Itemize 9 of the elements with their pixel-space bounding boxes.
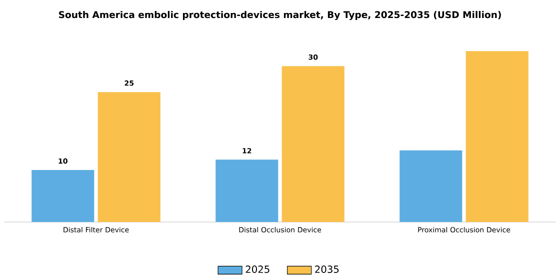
bar [32, 170, 94, 222]
bar [216, 160, 278, 222]
bar [400, 150, 462, 222]
legend-label: 2025 [246, 266, 270, 273]
chart-title: South America embolic protection-devices market, By Type, 2025-2035 (USD Million) [58, 10, 501, 20]
legend-label: 2035 [315, 266, 339, 273]
bar [466, 51, 528, 222]
bar [282, 66, 344, 222]
bar [98, 92, 160, 222]
